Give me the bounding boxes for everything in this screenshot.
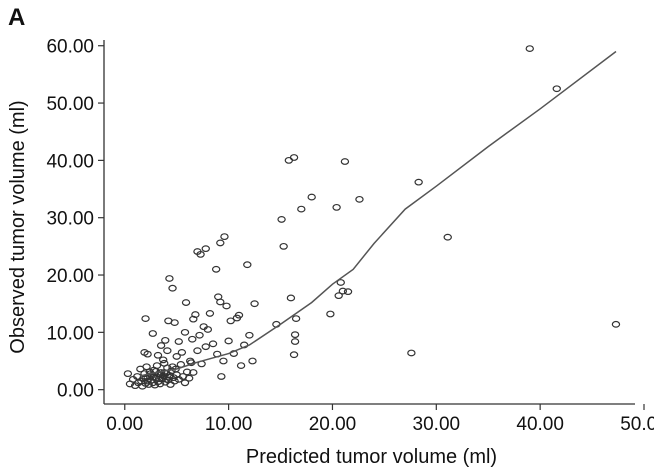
data-point	[170, 319, 179, 327]
data-point	[153, 351, 163, 359]
data-point	[163, 347, 172, 355]
data-point	[290, 338, 300, 345]
data-point	[525, 45, 534, 52]
data-point	[170, 377, 179, 385]
y-tick-label: 20.00	[46, 266, 94, 287]
data-point	[188, 335, 197, 343]
axes	[103, 40, 635, 405]
data-point	[414, 178, 423, 186]
data-point	[177, 349, 187, 356]
data-point	[165, 275, 174, 282]
data-point	[191, 311, 200, 318]
data-point	[144, 381, 153, 388]
data-point	[189, 369, 198, 376]
x-tick-label: 50.00	[620, 414, 654, 435]
data-point	[180, 379, 190, 387]
x-tick-label: 40.00	[516, 414, 564, 435]
y-tick-label: 0.00	[57, 381, 94, 402]
data-point	[161, 336, 170, 344]
data-point	[143, 350, 152, 358]
data-point	[203, 326, 213, 333]
data-point	[148, 330, 158, 337]
data-point	[143, 377, 152, 385]
data-point	[184, 374, 194, 382]
data-point	[152, 362, 162, 369]
data-point	[407, 349, 416, 357]
data-point	[211, 265, 221, 273]
data-point	[243, 261, 252, 269]
y-axis-ticks: 0.00 10.00 20.00 30.00 40.00 50.00 60.00	[46, 37, 104, 402]
data-point	[286, 294, 296, 302]
data-point	[141, 315, 150, 322]
y-tick-label: 40.00	[46, 151, 94, 172]
scatter-points	[123, 45, 621, 390]
data-point	[149, 373, 159, 381]
y-tick-label: 50.00	[46, 94, 94, 115]
panel-label: A	[8, 4, 26, 31]
data-point	[154, 375, 164, 383]
data-point	[611, 320, 621, 328]
data-point	[248, 357, 257, 365]
data-point	[181, 299, 191, 306]
data-point	[174, 338, 183, 345]
data-point	[245, 331, 254, 339]
data-point	[172, 353, 181, 360]
data-point	[216, 239, 225, 247]
x-tick-label: 30.00	[413, 414, 461, 435]
data-point	[338, 287, 348, 295]
data-point	[234, 311, 244, 319]
data-point	[217, 373, 226, 380]
data-point	[355, 195, 364, 203]
x-tick-label: 0.00	[106, 414, 143, 435]
data-point	[182, 368, 192, 376]
data-point	[168, 284, 177, 292]
data-point	[290, 331, 300, 339]
data-point	[201, 343, 210, 351]
data-point	[289, 351, 299, 359]
data-point	[195, 331, 204, 339]
y-tick-label: 30.00	[46, 209, 94, 230]
data-point	[291, 315, 301, 322]
data-point	[334, 292, 343, 300]
y-tick-label: 10.00	[46, 323, 94, 344]
data-point	[222, 302, 231, 310]
data-point	[180, 328, 190, 336]
data-point	[284, 156, 294, 164]
data-point	[158, 356, 168, 364]
data-point	[193, 347, 202, 355]
data-point	[250, 300, 259, 308]
data-point	[219, 357, 228, 365]
x-axis-title: Predicted tumor volume (ml)	[246, 446, 497, 467]
y-tick-label: 60.00	[46, 37, 94, 58]
fit-line	[140, 50, 617, 377]
data-point	[307, 193, 316, 201]
data-point	[224, 337, 233, 345]
data-point	[220, 233, 229, 241]
x-tick-label: 10.00	[205, 414, 253, 435]
data-point	[343, 288, 353, 296]
data-point	[205, 310, 215, 317]
y-axis-title: Observed tumor volume (ml)	[7, 100, 29, 353]
data-point	[297, 205, 306, 213]
data-point	[208, 340, 218, 348]
data-point	[340, 158, 350, 165]
data-point	[443, 233, 452, 241]
data-point	[336, 279, 345, 286]
x-tick-label: 20.00	[309, 414, 357, 435]
data-point	[156, 342, 166, 349]
data-point	[326, 310, 335, 318]
data-point	[165, 371, 174, 379]
data-point	[332, 203, 341, 211]
data-point	[552, 85, 561, 93]
x-axis-ticks: 0.00 10.00 20.00 30.00 40.00 50.00	[106, 404, 654, 435]
data-point	[123, 370, 133, 378]
data-point	[216, 298, 225, 306]
data-point	[236, 362, 246, 369]
data-point	[279, 242, 288, 250]
data-point	[277, 216, 286, 223]
data-point	[289, 154, 299, 161]
data-point	[196, 250, 205, 258]
data-point	[201, 245, 210, 253]
